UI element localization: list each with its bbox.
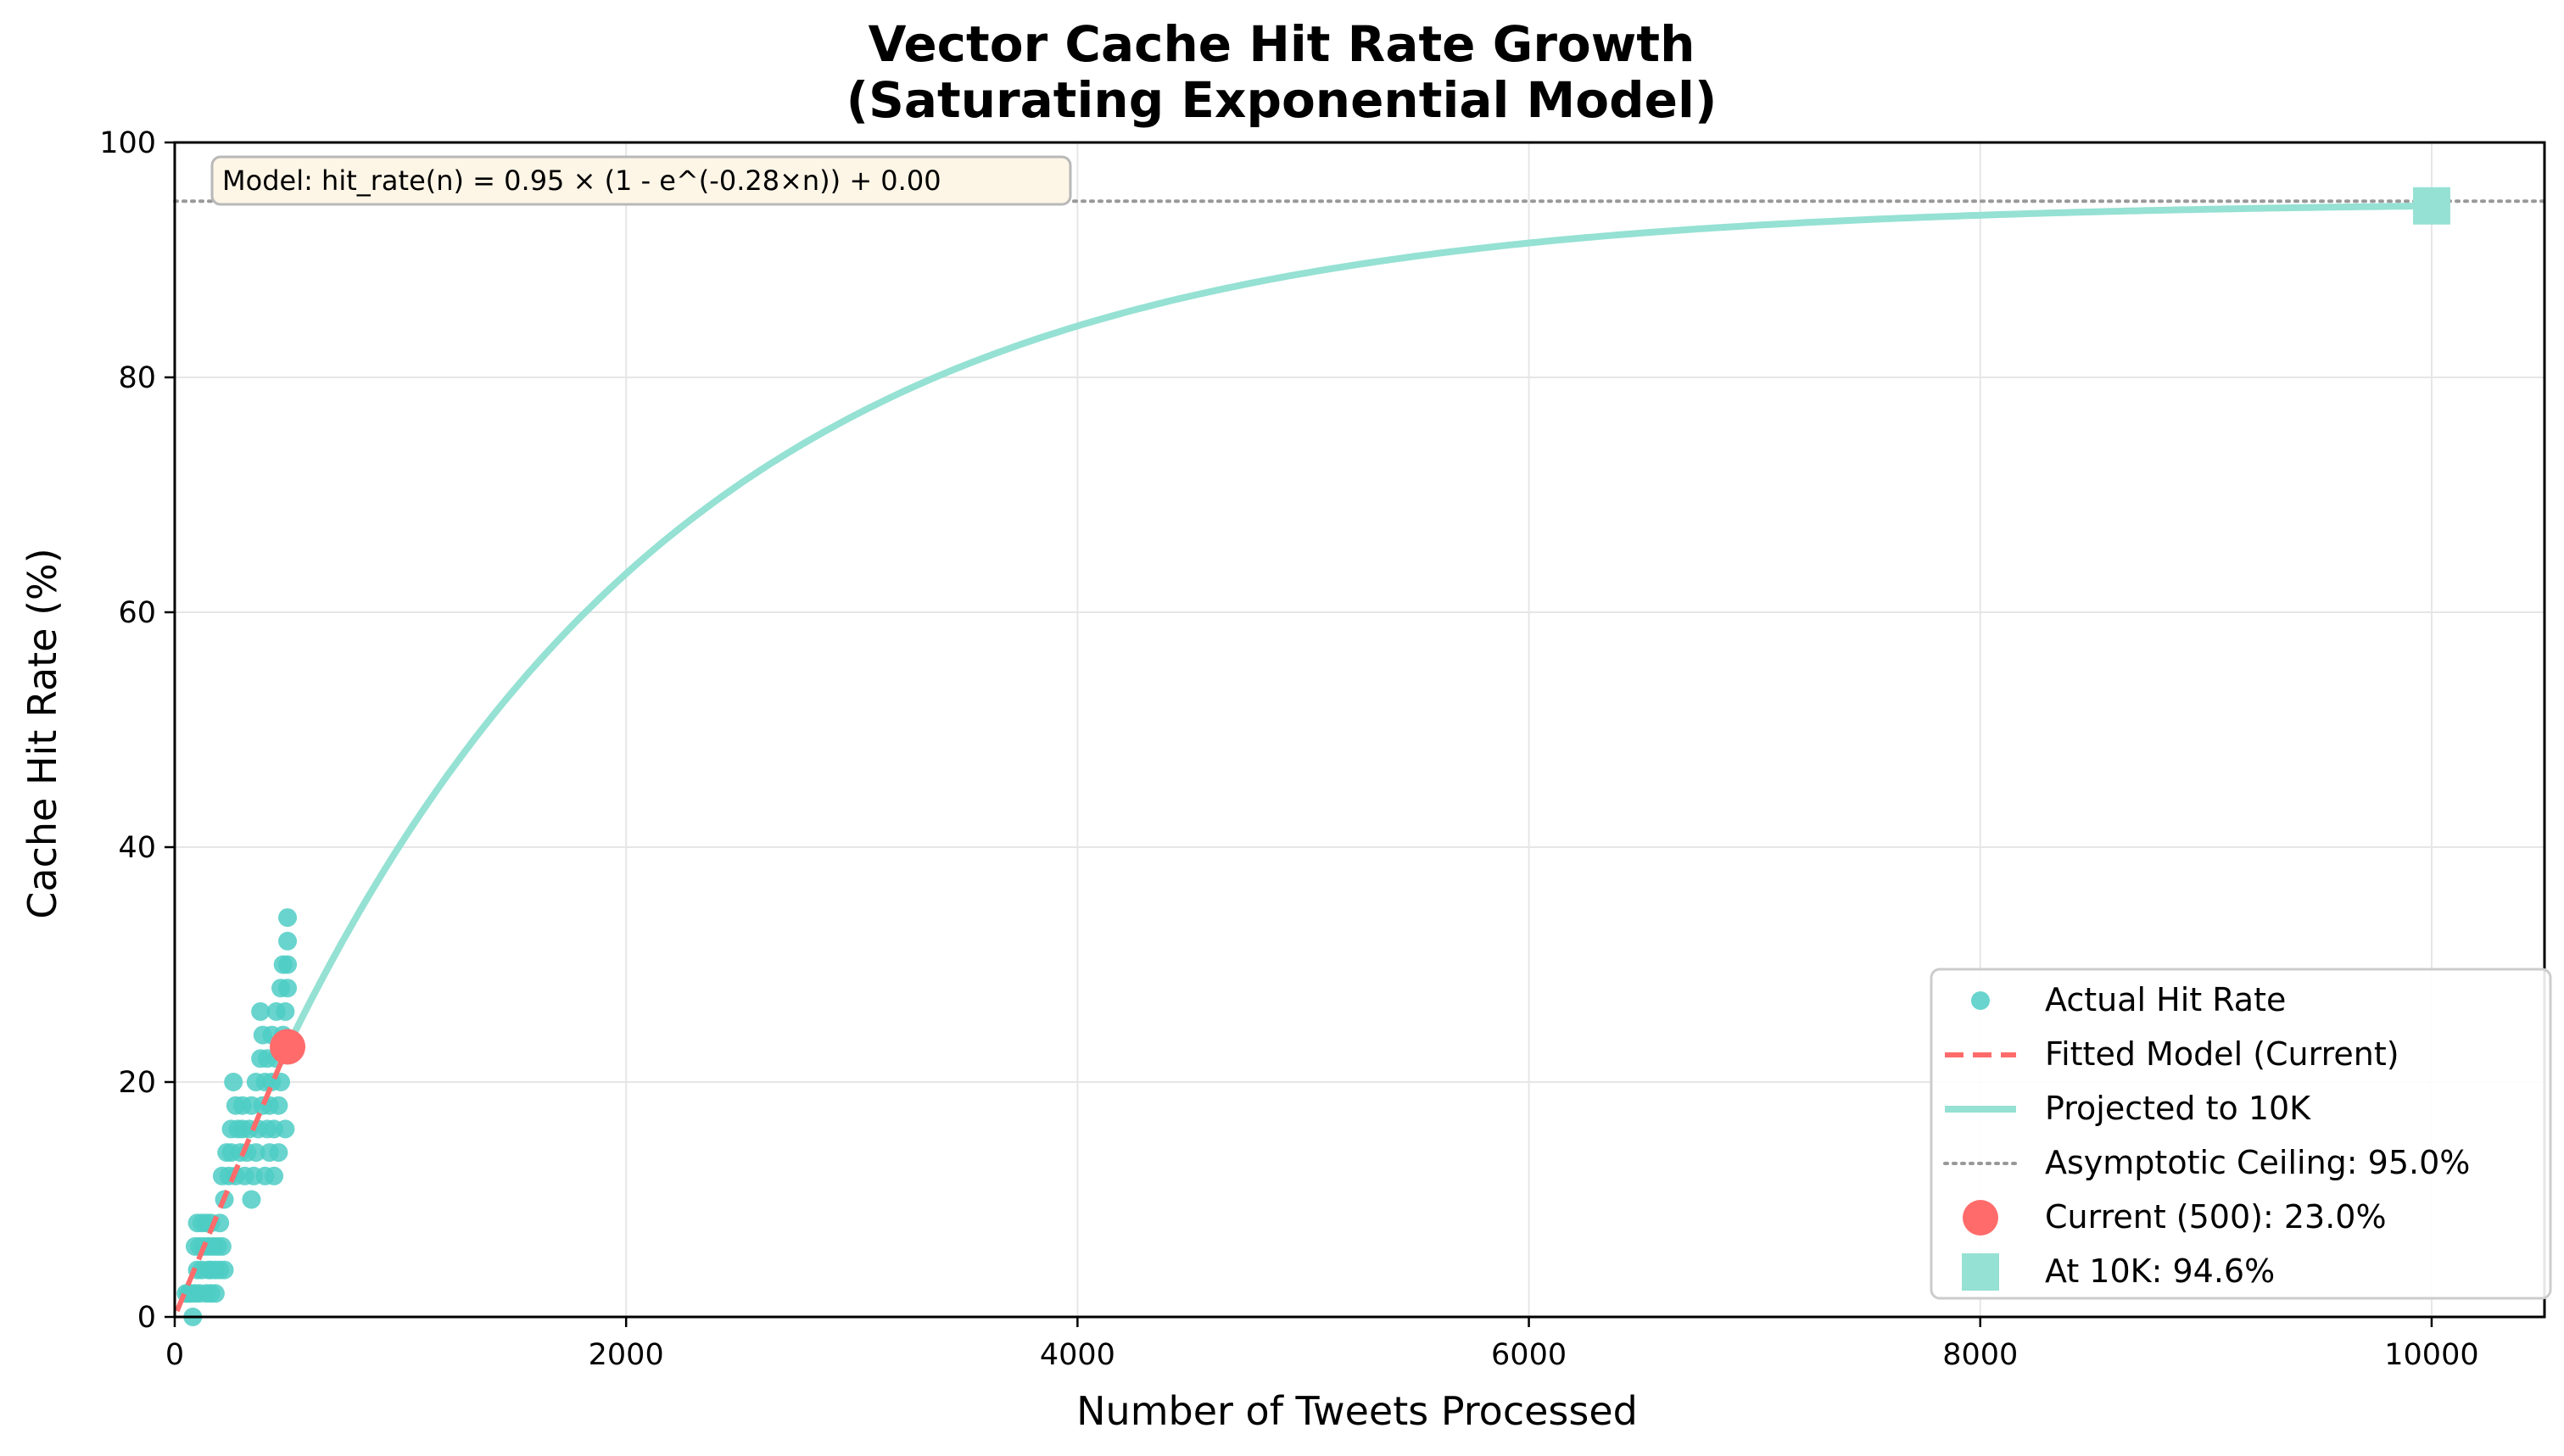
axis-ticks: 0 2000 4000 6000 8000 10000 0 20 40 60 80 100 bbox=[99, 126, 2478, 1372]
legend-label-current: Current (500): 23.0% bbox=[2045, 1198, 2387, 1236]
y-tick-label: 40 bbox=[118, 831, 156, 865]
legend: Actual Hit Rate Fitted Model (Current) P… bbox=[1930, 968, 2552, 1300]
target-marker bbox=[2412, 187, 2450, 225]
legend-label-ceiling: Asymptotic Ceiling: 95.0% bbox=[2045, 1144, 2470, 1181]
x-tick-label: 10000 bbox=[2384, 1338, 2478, 1372]
actual-point bbox=[212, 1236, 232, 1256]
fitted-model-line bbox=[174, 1046, 290, 1313]
plot-area bbox=[173, 187, 2546, 1326]
actual-point bbox=[205, 1284, 225, 1303]
legend-swatch-actual bbox=[1971, 991, 1990, 1010]
actual-point bbox=[251, 1001, 271, 1021]
x-tick-label: 6000 bbox=[1491, 1338, 1567, 1372]
actual-point bbox=[276, 1001, 295, 1021]
actual-point bbox=[276, 1119, 295, 1139]
y-tick-label: 100 bbox=[99, 126, 156, 160]
model-annotation-text: Model: hit_rate(n) = 0.95 × (1 - e^(-0.2… bbox=[222, 165, 941, 197]
legend-swatch-current bbox=[1963, 1200, 1998, 1236]
legend-label-actual: Actual Hit Rate bbox=[2045, 981, 2286, 1018]
actual-point bbox=[246, 1143, 265, 1163]
legend-swatches bbox=[1943, 991, 2018, 1291]
y-tick-label: 80 bbox=[118, 361, 156, 395]
actual-point bbox=[278, 931, 298, 951]
legend-swatch-target bbox=[1962, 1253, 1999, 1291]
actual-point bbox=[278, 955, 298, 974]
legend-label-projected: Projected to 10K bbox=[2045, 1090, 2311, 1127]
legend-label-fitted: Fitted Model (Current) bbox=[2045, 1035, 2399, 1073]
x-axis-label: Number of Tweets Processed bbox=[1076, 1388, 1638, 1434]
actual-point bbox=[269, 1096, 288, 1115]
actual-point bbox=[269, 1143, 288, 1163]
actual-point bbox=[224, 1073, 243, 1091]
legend-label-target: At 10K: 94.6% bbox=[2045, 1252, 2275, 1290]
actual-point bbox=[242, 1190, 261, 1209]
x-tick-label: 2000 bbox=[589, 1338, 664, 1372]
x-tick-label: 0 bbox=[165, 1338, 184, 1372]
actual-point bbox=[265, 1166, 284, 1185]
projected-line bbox=[284, 202, 2435, 1051]
y-tick-label: 20 bbox=[118, 1066, 156, 1100]
model-annotation-box bbox=[210, 155, 1072, 206]
actual-point bbox=[215, 1260, 234, 1280]
chart-title-line2: (Saturating Exponential Model) bbox=[846, 71, 1718, 129]
model-annotation: Model: hit_rate(n) = 0.95 × (1 - e^(-0.2… bbox=[210, 155, 1072, 206]
current-marker bbox=[270, 1029, 306, 1065]
y-tick-label: 60 bbox=[118, 596, 156, 630]
y-axis-label: Cache Hit Rate (%) bbox=[20, 548, 65, 918]
actual-point bbox=[278, 908, 298, 928]
legend-box bbox=[1930, 968, 2552, 1300]
chart-title-line1: Vector Cache Hit Rate Growth bbox=[869, 15, 1695, 73]
y-tick-label: 0 bbox=[137, 1301, 156, 1335]
actual-point bbox=[278, 979, 298, 998]
x-tick-label: 8000 bbox=[1942, 1338, 2018, 1372]
axes-frame bbox=[173, 141, 2546, 1319]
x-tick-label: 4000 bbox=[1040, 1338, 1115, 1372]
